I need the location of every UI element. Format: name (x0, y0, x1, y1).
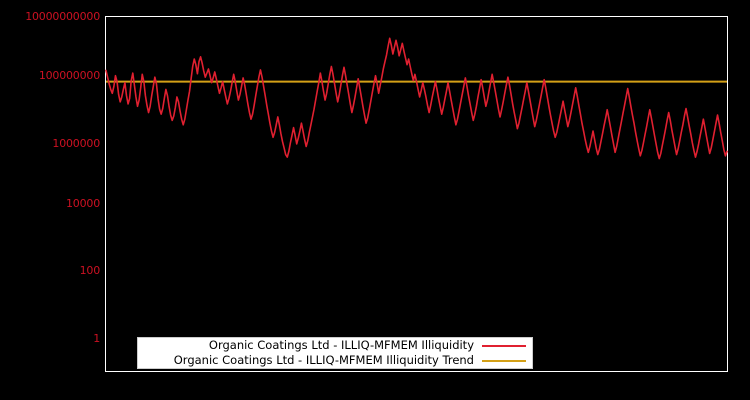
plot-area (105, 16, 728, 372)
legend-label-series: Organic Coatings Ltd - ILLIQ-MFMEM Illiq… (208, 338, 474, 352)
legend-entry-trend: Organic Coatings Ltd - ILLIQ-MFMEM Illiq… (138, 353, 532, 368)
y-tick-label-10000: 10000 (66, 197, 100, 210)
legend-entry-series: Organic Coatings Ltd - ILLIQ-MFMEM Illiq… (138, 338, 532, 353)
y-tick-label-1: 1 (93, 332, 100, 345)
chart-legend: Organic Coatings Ltd - ILLIQ-MFMEM Illiq… (137, 337, 533, 369)
y-tick-label-10000000000: 10000000000 (25, 10, 100, 23)
y-tick-label-100000000: 100000000 (38, 69, 100, 82)
y-tick-label-1000000: 1000000 (52, 137, 100, 150)
legend-swatch-trend-icon (482, 359, 526, 362)
y-tick-label-100: 100 (79, 264, 101, 277)
illiquidity-series-line (105, 37, 728, 160)
legend-swatch-series-icon (482, 344, 526, 347)
series-line-group (105, 37, 728, 160)
legend-label-trend: Organic Coatings Ltd - ILLIQ-MFMEM Illiq… (173, 353, 474, 367)
